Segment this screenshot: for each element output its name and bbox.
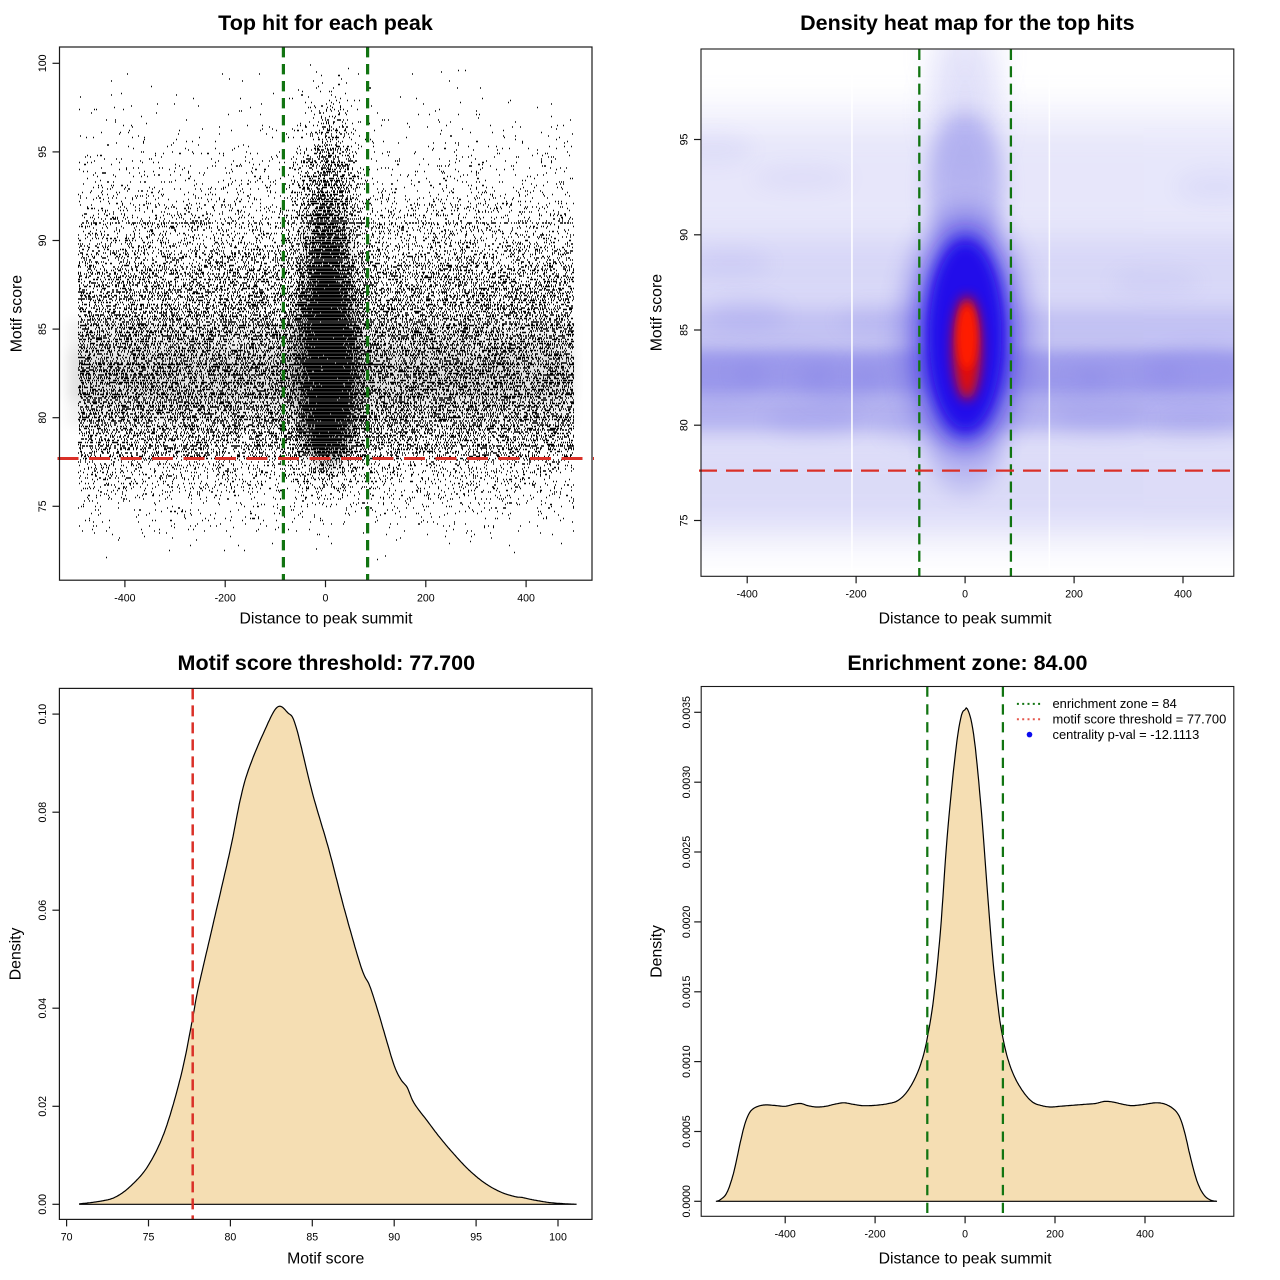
- svg-text:0.06: 0.06: [37, 900, 49, 921]
- svg-text:motif score threshold = 77.700: motif score threshold = 77.700: [1053, 712, 1227, 727]
- svg-text:75: 75: [37, 500, 49, 512]
- svg-text:0.00: 0.00: [37, 1194, 49, 1215]
- svg-text:Motif score: Motif score: [9, 275, 26, 352]
- svg-text:0.0010: 0.0010: [681, 1045, 693, 1078]
- svg-text:85: 85: [37, 323, 49, 335]
- svg-text:400: 400: [517, 593, 535, 605]
- svg-text:95: 95: [470, 1232, 482, 1244]
- svg-text:70: 70: [61, 1232, 73, 1244]
- svg-text:75: 75: [143, 1232, 155, 1244]
- svg-text:0: 0: [962, 1229, 968, 1241]
- svg-text:80: 80: [37, 412, 49, 424]
- svg-text:85: 85: [679, 324, 691, 336]
- svg-text:Distance to peak summit: Distance to peak summit: [879, 1251, 1053, 1268]
- svg-text:200: 200: [1046, 1229, 1064, 1241]
- svg-text:Enrichment zone: 84.00: Enrichment zone: 84.00: [847, 651, 1087, 675]
- svg-text:100: 100: [549, 1232, 567, 1244]
- svg-text:200: 200: [1065, 589, 1083, 601]
- svg-text:80: 80: [225, 1232, 237, 1244]
- svg-text:Distance to peak summit: Distance to peak summit: [240, 611, 414, 628]
- svg-text:0.0015: 0.0015: [681, 975, 693, 1008]
- svg-text:-400: -400: [775, 1229, 796, 1241]
- svg-text:95: 95: [679, 134, 691, 146]
- svg-text:-200: -200: [845, 589, 866, 601]
- svg-text:95: 95: [37, 146, 49, 158]
- svg-text:Density heat map for the top h: Density heat map for the top hits: [800, 11, 1135, 35]
- svg-text:0.10: 0.10: [37, 704, 49, 725]
- svg-text:0.08: 0.08: [37, 802, 49, 823]
- svg-text:-200: -200: [215, 593, 236, 605]
- svg-text:0.0025: 0.0025: [681, 836, 693, 869]
- svg-text:Motif score threshold: 77.700: Motif score threshold: 77.700: [178, 651, 476, 675]
- svg-text:0.0000: 0.0000: [681, 1185, 693, 1218]
- svg-text:Motif score: Motif score: [649, 274, 666, 351]
- svg-text:400: 400: [1136, 1229, 1154, 1241]
- svg-text:100: 100: [37, 54, 49, 72]
- svg-text:0.04: 0.04: [37, 998, 49, 1019]
- svg-text:90: 90: [679, 229, 691, 241]
- svg-text:-400: -400: [114, 593, 135, 605]
- svg-text:0.0035: 0.0035: [681, 696, 693, 729]
- svg-text:Density: Density: [649, 925, 666, 978]
- svg-text:Top hit for each peak: Top hit for each peak: [218, 11, 433, 35]
- svg-text:0.02: 0.02: [37, 1096, 49, 1117]
- svg-text:0.0005: 0.0005: [681, 1115, 693, 1148]
- svg-text:400: 400: [1174, 589, 1192, 601]
- svg-text:0: 0: [962, 589, 968, 601]
- svg-text:90: 90: [37, 235, 49, 247]
- svg-text:0.0020: 0.0020: [681, 906, 693, 939]
- svg-text:-200: -200: [864, 1229, 885, 1241]
- svg-text:0.0030: 0.0030: [681, 766, 693, 799]
- svg-text:200: 200: [417, 593, 435, 605]
- svg-text:90: 90: [388, 1232, 400, 1244]
- svg-text:Motif score: Motif score: [287, 1251, 364, 1268]
- svg-text:-400: -400: [737, 589, 758, 601]
- svg-text:75: 75: [679, 515, 691, 527]
- svg-text:85: 85: [306, 1232, 318, 1244]
- svg-text:centrality p-val = -12.1113: centrality p-val = -12.1113: [1053, 727, 1200, 742]
- svg-text:enrichment zone = 84: enrichment zone = 84: [1053, 696, 1177, 711]
- svg-text:80: 80: [679, 419, 691, 431]
- svg-text:0: 0: [323, 593, 329, 605]
- svg-text:Distance to peak summit: Distance to peak summit: [879, 611, 1053, 628]
- svg-text:Density: Density: [8, 927, 25, 980]
